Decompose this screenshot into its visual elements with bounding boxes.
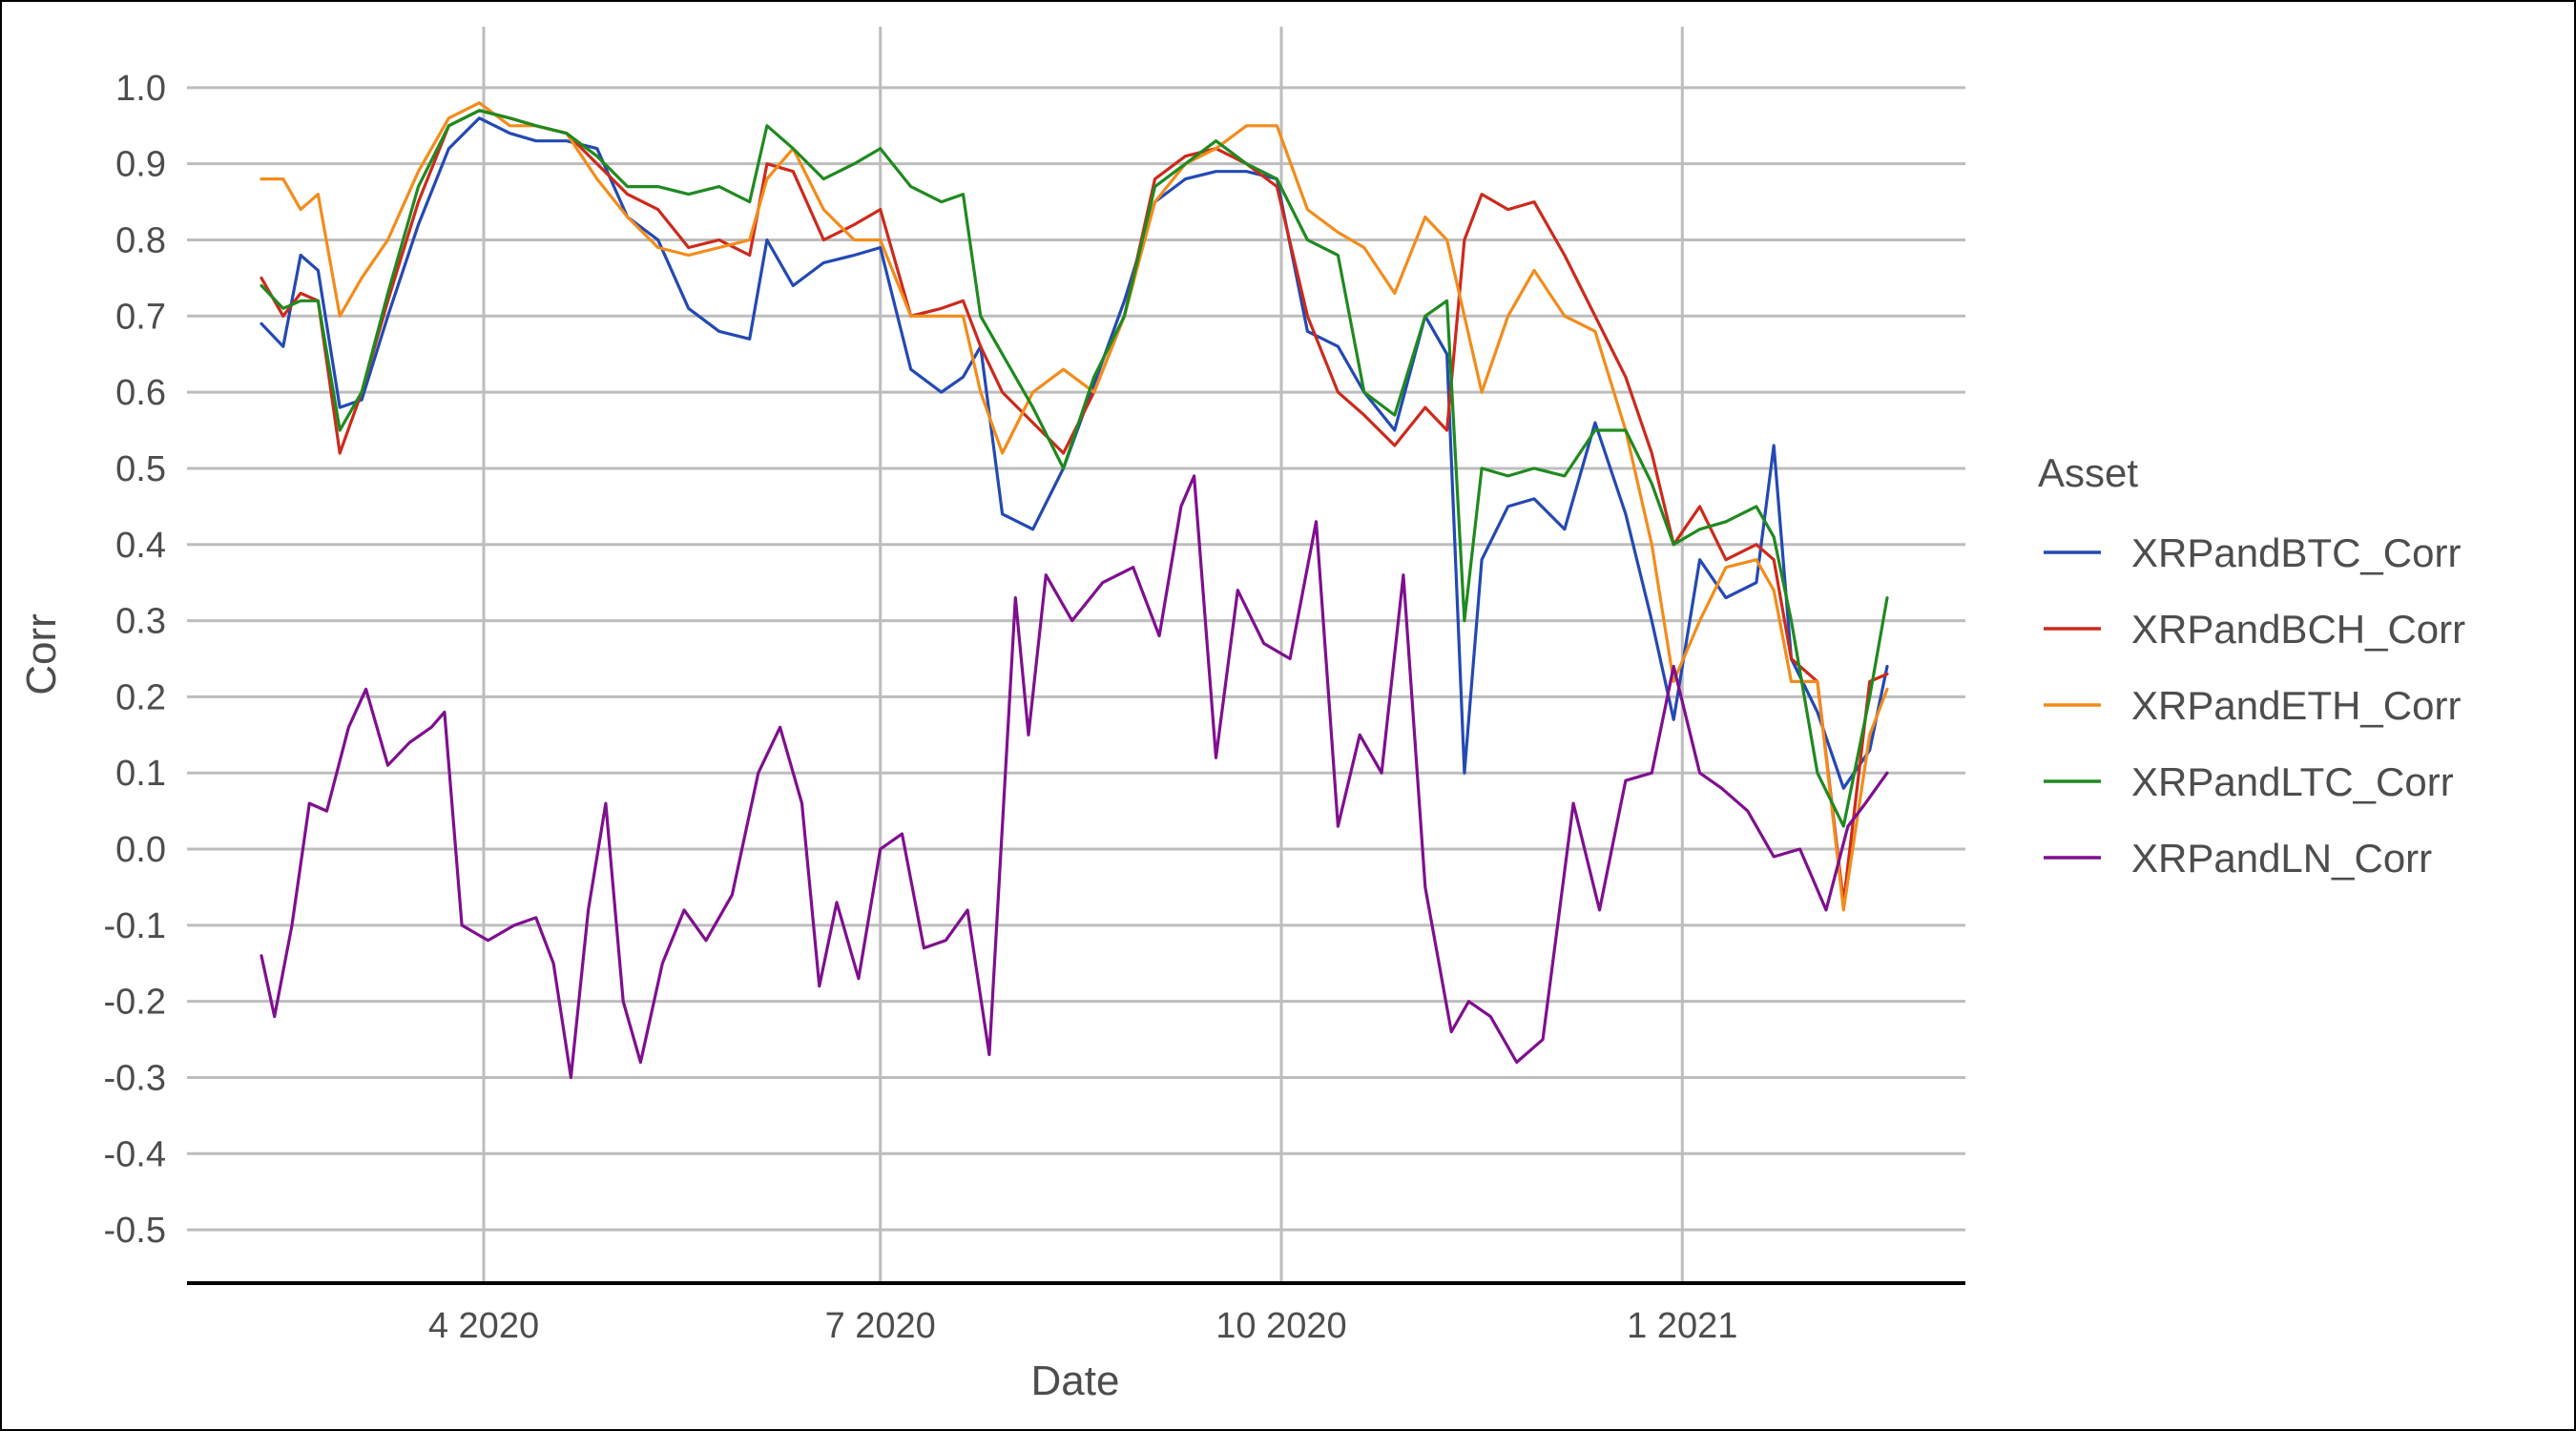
legend-label: XRPandLN_Corr [2131, 836, 2432, 881]
y-axis-title: Corr [18, 613, 65, 695]
series-line-xrpandltc-corr [260, 109, 1889, 828]
y-tick-label: 0.4 [115, 526, 166, 566]
x-tick-label: 7 2020 [825, 1306, 936, 1346]
y-tick-label: -0.3 [104, 1058, 166, 1098]
y-tick-label: 0.2 [115, 677, 166, 717]
legend-label: XRPandBCH_Corr [2131, 607, 2465, 652]
x-tick-label: 1 2021 [1627, 1306, 1737, 1346]
series-lines [260, 101, 1889, 1080]
y-tick-label: -0.5 [104, 1211, 166, 1251]
y-tick-label: 0.9 [115, 145, 166, 185]
legend-items: XRPandBTC_Corr XRPandBCH_Corr XRPandETH_Co… [2044, 530, 2465, 881]
x-tick-label: 10 2020 [1215, 1306, 1346, 1346]
series-line-xrpandeth-corr [260, 101, 1889, 912]
series-line-xrpandln-corr [260, 474, 1889, 1080]
y-tick-label: 0.1 [115, 754, 166, 794]
y-tick-label: 0.5 [115, 449, 166, 489]
legend-title: Asset [2038, 450, 2138, 495]
legend: Asset XRPandBTC_CorrXRPandBCH_CorrXRPand… [2038, 450, 2465, 881]
y-tick-label: -0.1 [104, 906, 166, 946]
y-tick-label: 0.3 [115, 602, 166, 642]
y-tick-label: -0.2 [104, 983, 166, 1023]
y-tick-label: 1.0 [115, 69, 166, 109]
y-tick-label: 0.0 [115, 830, 166, 870]
x-tick-label: 4 2020 [428, 1306, 539, 1346]
y-tick-label: 0.7 [115, 297, 166, 337]
y-tick-label: 0.8 [115, 220, 166, 260]
series-line-xrpandbtc-corr [260, 116, 1889, 790]
y-gridlines [187, 86, 1965, 1232]
y-tick-label: 0.6 [115, 373, 166, 413]
legend-label: XRPandLTC_Corr [2131, 759, 2454, 804]
legend-label: XRPandBTC_Corr [2131, 530, 2461, 575]
legend-label: XRPandETH_Corr [2131, 683, 2461, 728]
x-tick-labels: 4 2020 7 2020 10 2020 1 2021 [428, 1306, 1738, 1346]
y-tick-label: -0.4 [104, 1134, 166, 1174]
x-axis-title: Date [1031, 1358, 1120, 1404]
y-tick-labels: 1.0 0.9 0.8 0.7 0.6 0.5 0.4 0.3 0.2 0.1 0.0 -0.1 -0.… [104, 69, 166, 1251]
